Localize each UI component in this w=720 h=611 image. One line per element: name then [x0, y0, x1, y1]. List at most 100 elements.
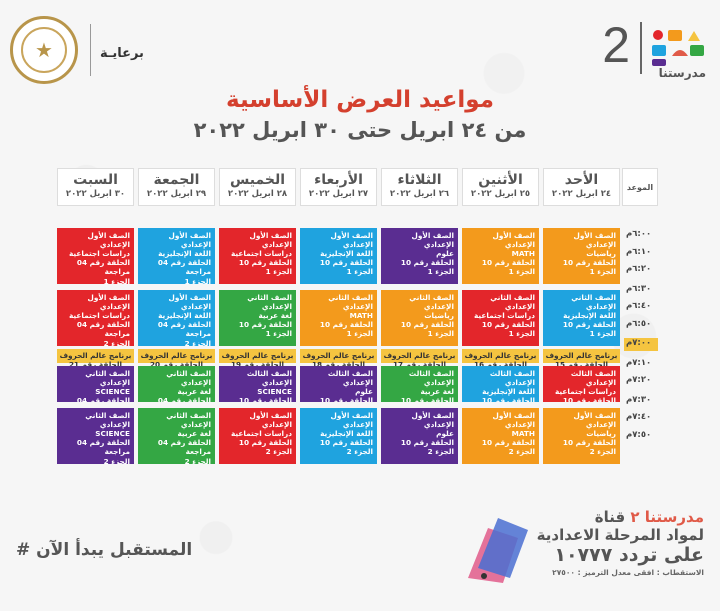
cell-line: الحلقة رقم 04 مراجعة	[76, 258, 130, 277]
cell-line: الجزء 1	[265, 267, 292, 277]
cell-line: رياضيات	[586, 429, 616, 439]
cell-line: الحلقة رقم 10	[481, 258, 535, 268]
cell-line: الصف الثالث الإعدادي	[327, 369, 373, 388]
day-date: ٢٤ ابريل ٢٠٢٢	[551, 189, 612, 199]
cell-line: الحلقة رقم 10	[238, 258, 292, 268]
cell-line: الحلقة رقم 04 مراجعة	[76, 320, 130, 339]
cell-line: الصف الثاني الإعدادي	[490, 293, 535, 312]
time-slot: ٦:٤٠م	[626, 301, 652, 311]
cell-line: برنامج عالم الحروف	[59, 351, 132, 360]
cell-line: دراسات اجتماعية	[555, 387, 616, 397]
cell-line: الحلقة رقم 10	[562, 320, 616, 330]
cell-line: دراسات اجتماعية	[474, 311, 535, 321]
cell-line: الصف الأول الإعدادي	[87, 231, 130, 250]
cell-line: الحلقة رقم 04 مراجعة	[76, 396, 130, 402]
cell-line: MATH	[349, 311, 373, 321]
schedule-cell: الصف الأول الإعدادي دراسات اجتماعية الحلقة…	[219, 228, 296, 284]
cell-line: برنامج عالم الحروف	[545, 351, 618, 360]
channel-name: مدرستنا ٢	[630, 508, 704, 526]
cell-line: برنامج عالم الحروف	[140, 351, 213, 360]
time-slot: ٦:٣٠م	[626, 283, 652, 294]
cell-line: MATH	[511, 429, 535, 439]
day-name: السبت	[73, 172, 118, 188]
schedule-cell: الصف الأول الإعدادي اللغة الإنجليزية الحلق…	[300, 408, 377, 464]
cell-line: SCIENCE	[95, 387, 130, 397]
day-header: الأحد ٢٤ ابريل ٢٠٢٢	[543, 168, 620, 206]
cell-line: الحلقة رقم 10	[481, 438, 535, 448]
sponsor-label: برعايـة	[100, 46, 144, 61]
cell-line: الصف الثاني الإعدادي	[85, 411, 130, 430]
cell-line: الحلقة رقم 10	[562, 396, 616, 402]
cell-line: الجزء 1	[103, 276, 130, 284]
schedule-cell: الصف الأول الإعدادي اللغة الإنجليزية الحلق…	[300, 228, 377, 284]
cell-line: دراسات اجتماعية	[231, 429, 292, 439]
schedule-cell: الصف الأول الإعدادي علوم الحلقة رقم 10 الجز…	[381, 408, 458, 464]
cell-line: لغة عربية	[258, 311, 293, 321]
cell-line: الجزء 1	[427, 267, 454, 277]
cell-line: الجزء 1	[427, 329, 454, 339]
cell-line: برنامج عالم الحروف	[383, 351, 456, 360]
cell-line: الصف الثالث الإعدادي	[489, 369, 535, 388]
schedule-cell: الصف الأول الإعدادي دراسات اجتماعية الحلقة…	[57, 290, 134, 346]
schedule-cell: الصف الأول الإعدادي علوم الحلقة رقم 10 الجز…	[381, 228, 458, 284]
eagle-icon: ★	[21, 27, 67, 73]
cell-line: الحلقة رقم 04 مراجعة	[157, 320, 211, 339]
cell-line: الحلقة رقم 10	[400, 438, 454, 448]
cell-line: الصف الثالث الإعدادي	[408, 369, 454, 388]
cell-line: الحلقة رقم 04 مراجعة	[157, 396, 211, 402]
cell-line: رياضيات	[586, 249, 616, 259]
program-band-cell: برنامج عالم الحروف الحلقة رقم 18	[300, 349, 377, 369]
footer-hashtag: # المستقبل يبدأ الآن	[16, 540, 193, 560]
cell-line: الجزء 2	[508, 447, 535, 457]
cell-line: الصف الأول الإعدادي	[573, 231, 616, 250]
program-band-cell: برنامج عالم الحروف الحلقة رقم 21	[57, 349, 134, 369]
cell-line: الحلقة رقم 10	[562, 438, 616, 448]
page-subtitle: من ٢٤ ابريل حتى ٣٠ ابريل ٢٠٢٢	[193, 118, 527, 142]
madrasetna-logo-icon	[652, 30, 704, 66]
cell-line: الحلقة رقم 10	[238, 320, 292, 330]
schedule-cell: الصف الثالث الإعدادي لغة عربية الحلقة رقم …	[381, 366, 458, 402]
cell-line: الحلقة رقم 04 مراجعة	[157, 258, 211, 277]
schedule-cell: الصف الثاني الإعدادي SCIENCE الحلقة رقم 04…	[57, 408, 134, 464]
schedule-cell: الصف الثاني الإعدادي لغة عربية الحلقة رقم …	[138, 408, 215, 464]
time-slot: ٦:٠٠م	[626, 229, 652, 239]
cell-line: الجزء 2	[346, 447, 373, 457]
cell-line: MATH	[511, 249, 535, 259]
cell-line: دراسات اجتماعية	[69, 249, 130, 259]
cell-line: الصف الأول الإعدادي	[492, 411, 535, 430]
cell-line: لغة عربية	[420, 387, 455, 397]
day-name: الأحد	[564, 172, 599, 188]
cell-line: الحلقة رقم 16	[473, 360, 528, 370]
cell-line: اللغة الإنجليزية	[158, 311, 211, 321]
cell-line: الصف الأول الإعدادي	[330, 411, 373, 430]
day-name: الثلاثاء	[397, 172, 442, 188]
cell-line: الحلقة رقم 18	[311, 360, 366, 370]
cell-line: الجزء 1	[184, 276, 211, 284]
program-band-cell: برنامج عالم الحروف الحلقة رقم 16	[462, 349, 539, 369]
day-header: الخميس ٢٨ ابريل ٢٠٢٢	[219, 168, 296, 206]
cell-line: الحلقة رقم 10	[319, 396, 373, 402]
schedule-cell: الصف الأول الإعدادي رياضيات الحلقة رقم 10 ا…	[543, 408, 620, 464]
cell-line: لغة عربية	[177, 429, 212, 439]
cell-line: الصف الأول الإعدادي	[492, 231, 535, 250]
schedule-cell: الصف الأول الإعدادي MATH الحلقة رقم 10 الجز…	[462, 228, 539, 284]
cell-line: الحلقة رقم 10	[481, 396, 535, 402]
cell-line: الحلقة رقم 10	[562, 258, 616, 268]
cell-line: الحلقة رقم 04 مراجعة	[157, 438, 211, 457]
day-header: الجمعة ٢٩ ابريل ٢٠٢٢	[138, 168, 215, 206]
cell-line: الجزء 1	[589, 267, 616, 277]
cell-line: الصف الثاني الإعدادي	[247, 293, 292, 312]
cell-line: اللغة الإنجليزية	[320, 249, 373, 259]
day-header: الثلاثاء ٢٦ ابريل ٢٠٢٢	[381, 168, 458, 206]
time-slot: ٦:١٠م	[626, 246, 652, 257]
cell-line: الحلقة رقم 10	[238, 438, 292, 448]
cell-line: لغة عربية	[177, 387, 212, 397]
cell-line: الصف الأول الإعدادي	[87, 293, 130, 312]
cell-line: اللغة الإنجليزية	[482, 387, 535, 397]
schedule-cell: الصف الأول الإعدادي دراسات اجتماعية الحلقة…	[57, 228, 134, 284]
cell-line: برنامج عالم الحروف	[302, 351, 375, 360]
schedule-cell: الصف الثاني الإعدادي رياضيات الحلقة رقم 10…	[381, 290, 458, 346]
channel-frequency: على تردد ١٠٧٧٧	[554, 544, 704, 566]
time-column: ٦:٠٠م ٦:١٠م ٦:٢٠م ٦:٣٠م ٦:٤٠م ٦:٥٠م ٧:٠٠م ٧:١٠م…	[624, 229, 658, 447]
cell-line: الحلقة رقم 10	[400, 320, 454, 330]
